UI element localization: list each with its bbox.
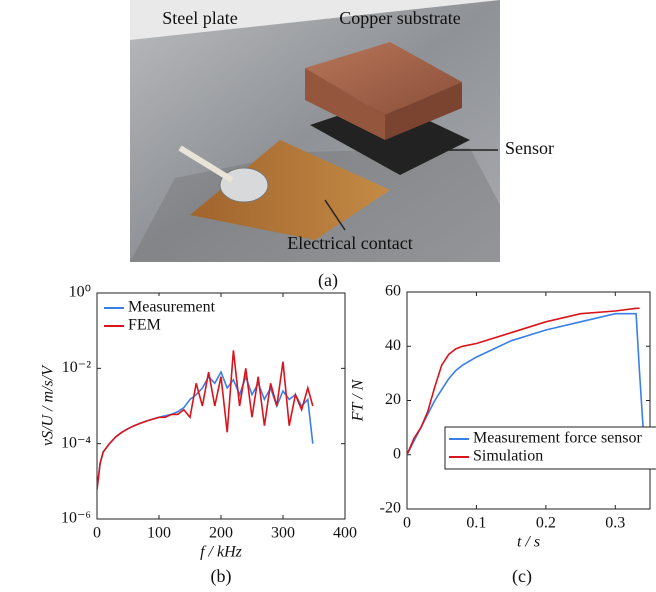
caption: (a) xyxy=(318,270,338,291)
y-tick-label: 10⁰ xyxy=(69,284,91,301)
legend-label: Measurement xyxy=(128,299,216,316)
x-tick-label: 400 xyxy=(333,525,357,542)
x-tick-label: 0.2 xyxy=(536,515,556,532)
photo xyxy=(130,0,500,262)
series-line xyxy=(407,312,650,456)
x-axis-label: t / s xyxy=(517,534,540,551)
y-tick-label: 10⁻⁶ xyxy=(61,510,91,527)
plot-lines xyxy=(407,307,650,456)
copper-side xyxy=(385,82,462,140)
series-line xyxy=(407,307,640,456)
wire xyxy=(178,145,234,183)
y-tick-label: -20 xyxy=(380,500,401,517)
photo-label: Steel plate xyxy=(162,8,237,28)
y-axis-label: FT / N xyxy=(350,378,367,422)
y-tick-label: 40 xyxy=(385,337,401,354)
legend-box xyxy=(100,296,210,338)
legend-box xyxy=(444,426,656,470)
caption: (c) xyxy=(512,566,532,587)
y-tick-label: 60 xyxy=(385,283,401,300)
y-tick-label: 10⁻² xyxy=(62,359,91,376)
plot-lines xyxy=(97,350,314,490)
y-axis-label: vS/U / m/s/V xyxy=(40,364,57,446)
legend-label: FEM xyxy=(128,317,161,334)
x-tick-label: 0 xyxy=(93,525,101,542)
series-line xyxy=(97,350,314,490)
copper-side xyxy=(305,68,385,140)
photo-label: Copper substrate xyxy=(339,8,460,28)
x-tick-label: 0.1 xyxy=(466,515,486,532)
x-tick-label: 300 xyxy=(271,525,295,542)
electrical-contact xyxy=(190,140,390,240)
photo-label: Sensor xyxy=(505,138,554,158)
x-tick-label: 0.3 xyxy=(605,515,625,532)
y-tick-label: 0 xyxy=(393,445,401,462)
x-tick-label: 200 xyxy=(209,525,233,542)
solder xyxy=(219,167,269,203)
x-tick-label: 100 xyxy=(147,525,171,542)
legend-label: Simulation xyxy=(473,448,543,465)
y-tick-label: 20 xyxy=(385,391,401,408)
x-tick-label: 0 xyxy=(403,515,411,532)
legend-label: Measurement force sensor xyxy=(473,430,642,447)
photo-label: Electrical contact xyxy=(287,233,412,253)
copper-top xyxy=(305,42,462,115)
y-tick-label: 10⁻⁴ xyxy=(61,434,91,451)
leader-line xyxy=(324,199,346,231)
caption: (b) xyxy=(211,566,232,587)
plot-frame xyxy=(406,291,651,510)
x-axis-label: f / kHz xyxy=(200,544,243,561)
